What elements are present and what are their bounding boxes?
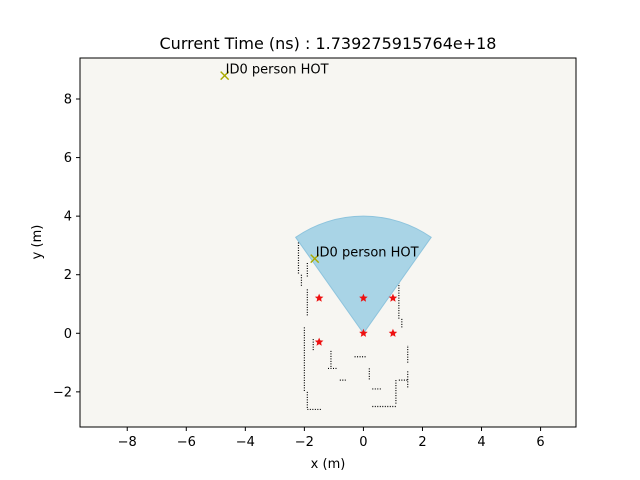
x-tick-label: −8 <box>118 435 137 450</box>
x-axis-ticks: −8 −6 −4 −2 0 2 4 6 <box>118 427 545 450</box>
chart-title: Current Time (ns) : 1.739275915764e+18 <box>160 34 497 53</box>
x-tick-label: 2 <box>418 435 426 450</box>
y-tick-label: 2 <box>64 268 72 283</box>
x-tick-label: −6 <box>177 435 196 450</box>
x-tick-label: 6 <box>536 435 544 450</box>
field-of-view-wedge <box>294 215 432 335</box>
star-marker <box>388 293 398 302</box>
y-tick-label: 8 <box>64 93 72 108</box>
detection-label: ID0 person HOT <box>226 63 329 78</box>
plot-frame <box>79 57 577 428</box>
star-marker <box>314 293 324 302</box>
detection-label: ID0 person HOT <box>316 246 419 261</box>
person-detections: ID0 person HOT ID0 person HOT <box>220 63 419 264</box>
star-marker <box>359 328 368 337</box>
x-tick-label: −2 <box>295 435 314 450</box>
star-marker <box>359 293 368 302</box>
y-tick-label: 0 <box>64 327 72 342</box>
y-tick-label: −2 <box>53 385 72 400</box>
x-tick-label: 0 <box>359 435 367 450</box>
detection-marker <box>310 254 320 264</box>
x-tick-label: 4 <box>477 435 485 450</box>
y-tick-label: 4 <box>64 210 72 225</box>
star-marker <box>314 337 324 346</box>
x-axis-label: x (m) <box>311 457 346 472</box>
y-axis-label: y (m) <box>30 225 45 260</box>
occupancy-map <box>297 241 409 411</box>
waypoint-markers <box>314 293 398 346</box>
y-axis-ticks: −2 0 2 4 6 8 <box>53 93 80 400</box>
star-marker <box>388 328 398 337</box>
x-tick-label: −4 <box>236 435 255 450</box>
detection-marker <box>220 71 230 81</box>
y-tick-label: 6 <box>64 151 72 166</box>
